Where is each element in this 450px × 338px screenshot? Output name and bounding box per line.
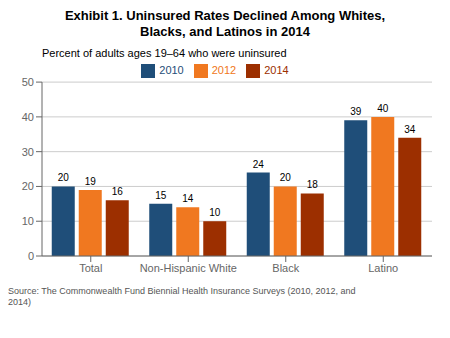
svg-text:20: 20 bbox=[280, 172, 292, 183]
html-text:Source: The Commonwealth Fund: Source: The Commonwealth Fund Biennial H… bbox=[8, 286, 356, 307]
svg-text:20: 20 bbox=[58, 172, 70, 183]
svg-text:10: 10 bbox=[22, 215, 34, 227]
svg-text:30: 30 bbox=[22, 146, 34, 158]
html-text:2012: 2012 bbox=[211, 64, 237, 76]
svg-text:39: 39 bbox=[350, 106, 362, 117]
html-text:Exhibit 1. Uninsured Rates Dec: Exhibit 1. Uninsured Rates Declined Amon… bbox=[64, 8, 386, 39]
html-text:2014: 2014 bbox=[264, 64, 289, 76]
svg-text:Non-Hispanic White: Non-Hispanic White bbox=[140, 262, 237, 274]
svg-text:50: 50 bbox=[22, 76, 34, 88]
svg-text:34: 34 bbox=[404, 124, 416, 135]
html-text:2010: 2010 bbox=[159, 64, 184, 76]
svg-text:Black: Black bbox=[272, 262, 299, 274]
svg-text:Latino: Latino bbox=[368, 262, 398, 274]
svg-text:0: 0 bbox=[28, 250, 34, 262]
svg-text:15: 15 bbox=[155, 190, 167, 201]
svg-text:Total: Total bbox=[79, 262, 102, 274]
svg-text:40: 40 bbox=[377, 103, 389, 114]
svg-text:24: 24 bbox=[253, 159, 265, 170]
svg-text:40: 40 bbox=[22, 111, 34, 123]
svg-text:10: 10 bbox=[209, 207, 221, 218]
svg-text:19: 19 bbox=[85, 176, 97, 187]
svg-text:14: 14 bbox=[182, 193, 194, 204]
svg-text:20: 20 bbox=[22, 180, 34, 192]
html-text:Percent of adults ages 19–64 w: Percent of adults ages 19–64 who were un… bbox=[42, 47, 287, 59]
svg-text:16: 16 bbox=[112, 186, 124, 197]
svg-text:18: 18 bbox=[307, 179, 319, 190]
